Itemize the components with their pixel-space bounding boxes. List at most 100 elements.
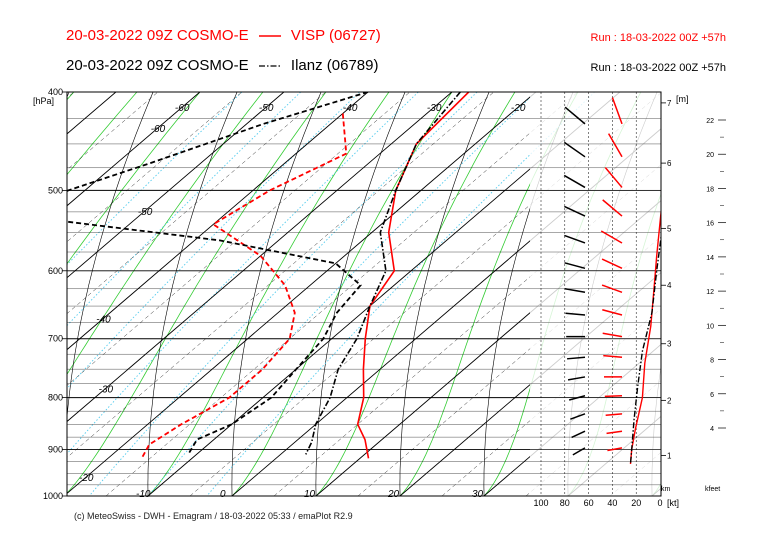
feet-tick-label: 20	[706, 152, 714, 159]
height-tick-label: 7	[667, 99, 672, 108]
height-tick-label: 3	[667, 340, 672, 349]
wind-panel-background	[530, 92, 661, 496]
pressure-tick-label: 700	[48, 334, 63, 344]
wind-barb-visp	[607, 447, 623, 452]
legend-ilanz-station: Ilanz (06789)	[290, 57, 379, 74]
moist-adiabat	[67, 92, 75, 101]
wind-speed-ilanz	[629, 232, 661, 465]
temperature-label: 10	[304, 489, 316, 500]
feet-tick-label: 16	[706, 221, 714, 228]
wind-profiles	[563, 97, 661, 465]
wind-barb-ilanz	[563, 141, 586, 158]
wind-barb-visp	[606, 430, 623, 435]
sounding-profiles	[67, 92, 470, 459]
series-temperature-ilanz	[305, 92, 461, 455]
wind-barb-visp	[601, 258, 623, 269]
wind-barb-ilanz	[571, 430, 586, 439]
height-tick-label: 5	[667, 224, 672, 233]
wind-barb-ilanz	[567, 376, 586, 381]
legend-visp-model: 20-03-2022 09Z COSMO-E	[66, 27, 249, 44]
wind-barb-visp	[611, 97, 623, 125]
wind-barb-ilanz	[564, 288, 586, 294]
dry-adiabat	[67, 92, 70, 98]
wind-barb-ilanz	[568, 395, 586, 401]
wind-tick-label: 60	[584, 498, 594, 508]
pressure-tick-label: 900	[48, 445, 63, 455]
moist-adiabat	[67, 92, 327, 494]
isotherm	[67, 92, 201, 207]
wind-tick-label: 100	[533, 498, 548, 508]
dry-adiabat	[651, 364, 661, 496]
legend-visp-swatch	[258, 35, 281, 37]
km-label: km	[661, 486, 671, 493]
isotherm	[67, 92, 285, 279]
isotherm	[67, 92, 537, 495]
height-unit-label: [m]	[676, 94, 689, 104]
temperature-label: -20	[511, 103, 526, 114]
moist-adiabat	[67, 92, 201, 265]
isotherm	[736, 92, 766, 496]
wind-barb-ilanz	[564, 106, 586, 125]
wind-barb-visp	[602, 309, 623, 316]
wind-tick-label: 80	[560, 498, 570, 508]
temperature-label: 20	[387, 489, 400, 500]
dry-adiabat	[147, 92, 238, 496]
wind-barb-visp	[600, 230, 623, 244]
mixing-ratio-line	[88, 92, 478, 496]
series-dewpoint-visp	[140, 113, 348, 459]
legend-ilanz-model: 20-03-2022 09Z COSMO-E	[66, 57, 249, 74]
background-lines	[67, 92, 766, 496]
feet-tick-label: 10	[706, 323, 714, 330]
feet-tick-label: 12	[706, 289, 714, 296]
feet-tick-label: 8	[710, 358, 714, 365]
dry-adiabat	[231, 92, 322, 496]
mixing-ratio-line	[67, 92, 302, 327]
legend-visp-station: VISP (06727)	[290, 27, 381, 44]
wind-barb-visp	[601, 284, 623, 293]
height-tick-label: 6	[667, 159, 672, 168]
height-tick-label: 4	[667, 281, 672, 290]
temperature-label: -30	[99, 384, 114, 395]
wind-barb-ilanz	[567, 356, 586, 360]
wind-barb-ilanz	[563, 174, 586, 189]
feet-unit-label: kfeet	[705, 486, 720, 493]
legend-ilanz: 20-03-2022 09Z COSMO-E Ilanz (06789)	[66, 57, 378, 74]
temperature-label: -60	[175, 103, 190, 114]
wind-barb-ilanz	[564, 205, 586, 217]
wind-tick-label: 40	[607, 498, 617, 508]
wind-barb-ilanz	[570, 413, 586, 420]
wind-barb-ilanz	[565, 312, 586, 316]
temperature-label: 0	[220, 489, 226, 500]
feet-tick-label: 18	[706, 186, 714, 193]
dry-adiabat	[736, 92, 766, 496]
wind-barb-visp	[604, 395, 623, 398]
wind-barb-visp	[605, 413, 623, 417]
pressure-tick-label: 400	[48, 87, 63, 97]
moist-adiabat	[736, 92, 766, 496]
isotherm	[273, 164, 661, 496]
wind-panel	[530, 92, 661, 496]
temperature-label: -20	[79, 473, 94, 484]
isotherm	[694, 92, 766, 496]
dry-adiabat	[315, 92, 406, 496]
moist-adiabat	[315, 92, 516, 496]
isotherm	[67, 92, 75, 99]
temperature-label: -30	[427, 103, 442, 114]
wind-barb-visp	[603, 354, 623, 358]
height-tick-label: 2	[667, 396, 672, 405]
feet-tick-label: 4	[710, 426, 714, 433]
series-dewpoint-ilanz	[67, 92, 369, 455]
legend-visp: 20-03-2022 09Z COSMO-E VISP (06727)	[66, 27, 381, 44]
isotherm	[67, 92, 327, 314]
isotherm	[67, 92, 411, 386]
wind-speed-visp	[629, 205, 661, 465]
isotherm	[105, 92, 579, 496]
moist-adiabat	[67, 92, 138, 176]
temperature-label: -50	[259, 103, 274, 114]
wind-tick-label: 0	[657, 498, 662, 508]
pressure-tick-label: 800	[48, 393, 63, 403]
wind-barb-visp	[602, 199, 623, 217]
pressure-tick-label: 600	[48, 266, 63, 276]
